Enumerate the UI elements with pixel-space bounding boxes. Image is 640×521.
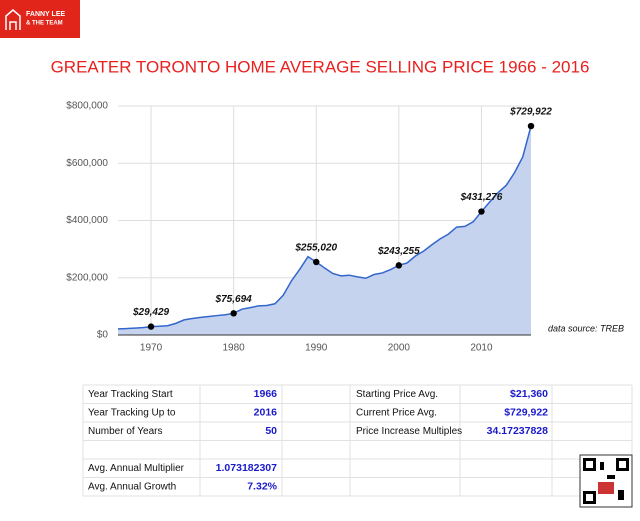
x-tick-label: 1970 <box>140 343 163 354</box>
table-value: 50 <box>265 425 277 437</box>
data-label: $431,276 <box>460 192 503 203</box>
y-tick-label: $200,000 <box>66 272 108 283</box>
y-tick-label: $0 <box>97 330 109 341</box>
table-label: Year Tracking Up to <box>88 407 176 418</box>
chart-title: GREATER TORONTO HOME AVERAGE SELLING PRI… <box>51 57 590 76</box>
x-tick-label: 2010 <box>470 343 493 354</box>
data-label: $243,255 <box>377 246 420 257</box>
data-point <box>147 323 155 330</box>
data-point <box>395 262 403 269</box>
data-label: $729,922 <box>509 107 552 118</box>
y-tick-label: $600,000 <box>66 158 108 169</box>
qr-code <box>579 454 633 508</box>
x-tick-label: 1990 <box>305 343 328 354</box>
line <box>117 125 532 330</box>
table-value: $21,360 <box>510 388 548 400</box>
data-label: $255,020 <box>294 243 337 254</box>
area <box>118 126 531 335</box>
data-point <box>230 310 237 317</box>
table-value: 7.32% <box>247 481 277 493</box>
table-value: $729,922 <box>504 407 548 419</box>
table-label: Avg. Annual Growth <box>88 481 176 492</box>
table-label: Price Increase Multiples <box>356 426 462 437</box>
table-value: 34.17237828 <box>487 425 548 437</box>
x-tick-label: 1980 <box>223 343 246 354</box>
table-value: 1.073182307 <box>216 462 277 474</box>
y-tick-label: $400,000 <box>66 215 108 226</box>
table-label: Current Price Avg. <box>356 407 437 418</box>
table-label: Starting Price Avg. <box>356 389 438 400</box>
logo-box <box>0 0 80 38</box>
logo-team: & THE TEAM <box>26 21 63 27</box>
summary-table: Year Tracking Start 1966 Year Tracking Up … <box>82 384 633 497</box>
table-label: Avg. Annual Multiplier <box>88 463 185 474</box>
logo-icon <box>5 9 21 30</box>
data-point <box>313 258 320 266</box>
data-label: $75,694 <box>215 294 253 305</box>
table-value: 2016 <box>254 407 278 419</box>
table-value: 1966 <box>254 388 278 400</box>
table-label: Year Tracking Start <box>88 389 173 400</box>
table-label: Number of Years <box>88 426 163 437</box>
data-label: $29,429 <box>132 307 170 318</box>
logo-name: FANNY LEE <box>26 11 65 18</box>
x-tick-label: 2000 <box>388 343 411 354</box>
data-point <box>527 122 535 130</box>
data-point <box>478 208 485 215</box>
source-note: data source: TREB <box>548 323 624 333</box>
y-tick-label: $800,000 <box>66 101 108 112</box>
